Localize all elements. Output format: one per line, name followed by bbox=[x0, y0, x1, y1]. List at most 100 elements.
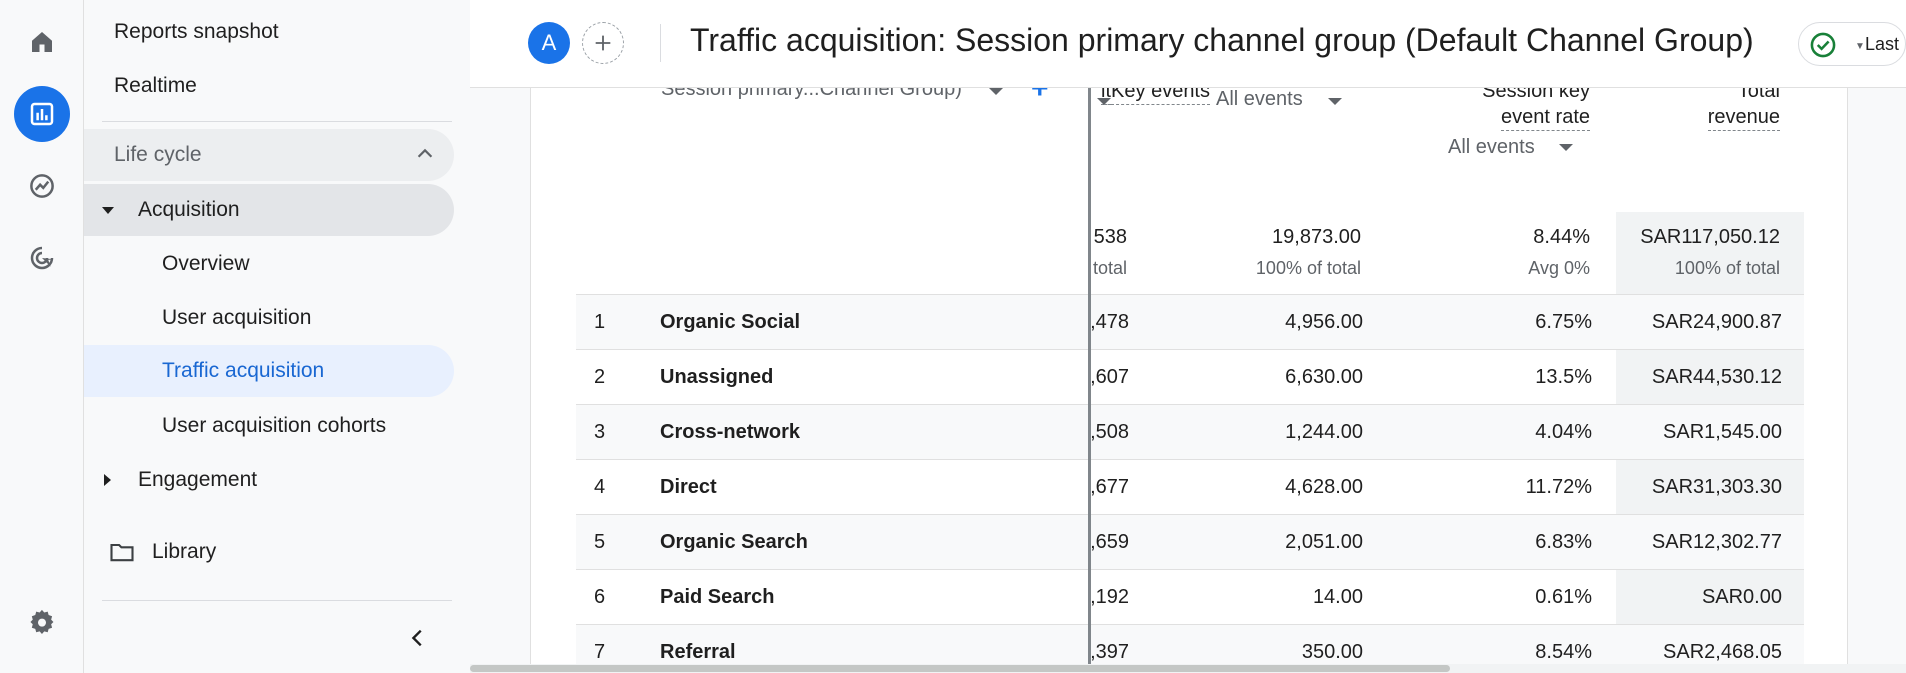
row-partial: ,397 bbox=[1090, 641, 1129, 663]
nav-overview[interactable]: Overview bbox=[162, 252, 250, 275]
row-rate: 0.61% bbox=[1535, 586, 1592, 608]
row-index: 4 bbox=[594, 476, 606, 498]
nav-engagement[interactable]: Engagement bbox=[84, 454, 257, 506]
reports-nav: Reports snapshot Realtime Life cycle Acq… bbox=[84, 0, 470, 673]
caret-down-icon bbox=[102, 207, 114, 214]
row-partial: ,607 bbox=[1090, 366, 1129, 388]
nav-user-acquisition-cohorts[interactable]: User acquisition cohorts bbox=[162, 414, 387, 437]
lifecycle-section-header[interactable]: Life cycle bbox=[84, 129, 454, 181]
folder-icon bbox=[110, 543, 134, 562]
row-key-events: 14.00 bbox=[1312, 586, 1363, 608]
table-row[interactable]: 5 Organic Search ,659 2,051.00 6.83% SAR… bbox=[576, 514, 1804, 569]
engagement-label: Engagement bbox=[138, 468, 258, 491]
row-channel[interactable]: Organic Search bbox=[660, 531, 808, 553]
advertising-button[interactable] bbox=[14, 230, 70, 286]
data-status-chip[interactable]: ▼ Last bbox=[1798, 22, 1906, 66]
key-events-dropdown-icon[interactable] bbox=[1328, 98, 1342, 105]
total-revenue: SAR117,050.12 bbox=[1640, 226, 1780, 248]
explore-icon bbox=[30, 174, 54, 198]
nav-realtime[interactable]: Realtime bbox=[114, 74, 197, 97]
frozen-column-divider[interactable] bbox=[1088, 88, 1091, 666]
col-partial-dropdown-icon[interactable] bbox=[1097, 98, 1111, 105]
nav-reports-snapshot[interactable]: Reports snapshot bbox=[114, 20, 279, 43]
chevron-left-icon bbox=[411, 629, 422, 647]
row-partial: ,478 bbox=[1090, 311, 1129, 333]
add-comparison-button[interactable] bbox=[582, 22, 624, 64]
comparison-avatar[interactable]: A bbox=[528, 22, 570, 64]
row-key-events: 6,630.00 bbox=[1285, 366, 1363, 388]
row-revenue: SAR44,530.12 bbox=[1651, 366, 1782, 388]
check-circle-icon bbox=[1810, 32, 1836, 58]
collapse-nav-button[interactable] bbox=[402, 622, 434, 654]
row-channel[interactable]: Cross-network bbox=[660, 421, 801, 443]
row-key-events: 4,956.00 bbox=[1285, 311, 1363, 333]
row-revenue: SAR0.00 bbox=[1701, 586, 1782, 608]
nav-acquisition[interactable]: Acquisition bbox=[84, 184, 454, 236]
nav-divider-bottom bbox=[102, 600, 452, 601]
row-rate: 6.83% bbox=[1535, 531, 1592, 553]
advertising-icon bbox=[30, 246, 54, 270]
row-revenue: SAR31,303.30 bbox=[1651, 476, 1782, 498]
row-index: 2 bbox=[594, 366, 606, 388]
row-revenue: SAR24,900.87 bbox=[1651, 311, 1782, 333]
rate-filter[interactable]: All events bbox=[1448, 136, 1535, 158]
rate-dropdown-icon[interactable] bbox=[1559, 144, 1573, 151]
total-rate-sub: Avg 0% bbox=[1528, 258, 1590, 278]
key-events-filter[interactable]: All events bbox=[1216, 88, 1303, 110]
plus-icon bbox=[595, 35, 611, 51]
navigation-rail bbox=[0, 0, 84, 673]
acquisition-label: Acquisition bbox=[138, 198, 240, 221]
table-row[interactable]: 7 Referral ,397 350.00 8.54% SAR2,468.05 bbox=[576, 624, 1804, 666]
table-row[interactable]: 1 Organic Social ,478 4,956.00 6.75% SAR… bbox=[576, 294, 1804, 349]
nav-traffic-acquisition[interactable]: Traffic acquisition bbox=[84, 345, 454, 397]
row-rate: 6.75% bbox=[1535, 311, 1592, 333]
add-dimension-button[interactable]: + bbox=[1031, 88, 1049, 105]
total-key-events: 19,873.00 bbox=[1272, 226, 1361, 248]
scrollbar-thumb[interactable] bbox=[470, 665, 1450, 672]
table-row[interactable]: 4 Direct ,677 4,628.00 11.72% SAR31,303.… bbox=[576, 459, 1804, 514]
row-rate: 8.54% bbox=[1535, 641, 1592, 663]
reports-button[interactable] bbox=[14, 86, 70, 142]
chevron-up-icon bbox=[417, 148, 433, 158]
row-rate: 11.72% bbox=[1525, 476, 1592, 498]
row-channel[interactable]: Paid Search bbox=[660, 586, 775, 608]
row-key-events: 1,244.00 bbox=[1285, 421, 1363, 443]
nav-library[interactable]: Library bbox=[108, 526, 216, 578]
rate-header-line2[interactable]: event rate bbox=[1501, 104, 1590, 131]
horizontal-scrollbar[interactable] bbox=[470, 664, 1906, 673]
table-row[interactable]: 2 Unassigned ,607 6,630.00 13.5% SAR44,5… bbox=[576, 349, 1804, 404]
row-index: 6 bbox=[594, 586, 606, 608]
home-button[interactable] bbox=[14, 14, 70, 70]
row-partial: ,192 bbox=[1090, 586, 1129, 608]
row-channel[interactable]: Referral bbox=[660, 641, 736, 663]
row-rate: 4.04% bbox=[1535, 421, 1592, 443]
rate-header-line1[interactable]: Session key bbox=[1482, 88, 1590, 102]
row-revenue: SAR2,468.05 bbox=[1663, 641, 1782, 663]
explore-button[interactable] bbox=[14, 158, 70, 214]
row-index: 3 bbox=[594, 421, 606, 443]
revenue-header-line1[interactable]: Total bbox=[1737, 88, 1780, 102]
revenue-header-line2[interactable]: revenue bbox=[1707, 104, 1780, 131]
row-index: 7 bbox=[594, 641, 606, 663]
header-divider bbox=[660, 24, 661, 62]
row-index: 1 bbox=[594, 311, 606, 333]
row-partial: ,677 bbox=[1090, 476, 1129, 498]
dimension-dropdown-icon[interactable] bbox=[989, 88, 1003, 95]
row-channel[interactable]: Organic Social bbox=[660, 311, 801, 333]
nav-user-acquisition[interactable]: User acquisition bbox=[162, 306, 312, 329]
row-key-events: 2,051.00 bbox=[1285, 531, 1363, 553]
admin-settings-button[interactable] bbox=[14, 594, 70, 650]
total-partial-sub: total bbox=[1092, 258, 1127, 278]
dimension-selector[interactable]: Session primary...Channel Group) bbox=[661, 88, 962, 100]
row-revenue: SAR1,545.00 bbox=[1663, 421, 1782, 443]
row-revenue: SAR12,302.77 bbox=[1651, 531, 1782, 553]
row-channel[interactable]: Unassigned bbox=[660, 366, 774, 388]
date-range-label: Last bbox=[1865, 34, 1900, 54]
table-row[interactable]: 6 Paid Search ,192 14.00 0.61% SAR0.00 bbox=[576, 569, 1804, 624]
table-row[interactable]: 3 Cross-network ,508 1,244.00 4.04% SAR1… bbox=[576, 404, 1804, 459]
home-icon bbox=[32, 32, 52, 52]
row-index: 5 bbox=[594, 531, 606, 553]
key-events-header[interactable]: Key events bbox=[1111, 88, 1210, 105]
row-channel[interactable]: Direct bbox=[660, 476, 717, 498]
